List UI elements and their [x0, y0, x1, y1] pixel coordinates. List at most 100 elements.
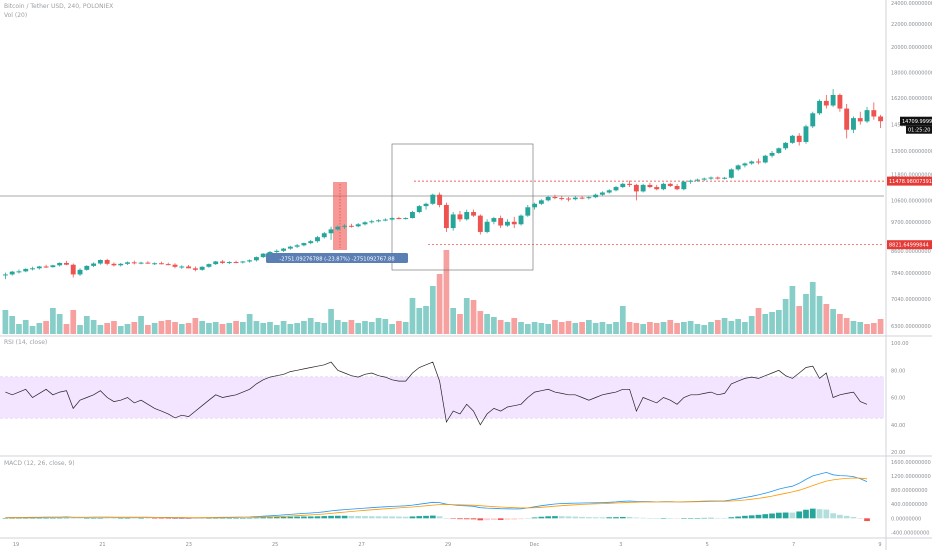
- last-price-tag: [900, 116, 932, 126]
- volume-bar: [572, 323, 579, 334]
- date-tick-label: 27: [358, 542, 364, 548]
- candle-body: [91, 263, 97, 266]
- volume-bar: [436, 274, 443, 334]
- volume-bar: [714, 320, 721, 334]
- volume-bar: [735, 319, 741, 334]
- candle-body: [111, 263, 117, 266]
- macd-histogram-bar: [518, 518, 524, 520]
- macd-histogram-bar: [124, 518, 131, 519]
- rsi-tick-label: 40.00: [891, 423, 905, 429]
- macd-histogram-bar: [701, 517, 708, 519]
- price-tick-label: 9700.00000000: [891, 220, 931, 226]
- legend-symbol[interactable]: Bitcoin / Tether USD, 240, POLONIEX: [4, 3, 114, 10]
- candle-body: [579, 197, 585, 199]
- candle-body: [701, 178, 707, 180]
- macd-histogram-bar: [253, 517, 260, 519]
- volume-bar: [314, 322, 321, 334]
- candle-body: [464, 212, 470, 220]
- macd-histogram-bar: [56, 517, 63, 519]
- rectangle-drawing[interactable]: [391, 143, 534, 271]
- price-tick-label: 22000.00000000: [891, 22, 932, 28]
- candle-body: [450, 214, 456, 229]
- macd-histogram-bar: [823, 509, 830, 519]
- legend-macd[interactable]: MACD (12, 26, close, 9): [4, 460, 75, 467]
- price-tick-label: 16200.00000000: [891, 96, 932, 102]
- volume-bar: [653, 323, 660, 334]
- candle-body: [172, 264, 178, 267]
- candle-body: [864, 110, 870, 122]
- macd-histogram-bar: [368, 516, 375, 519]
- drawing-overlays[interactable]: -2751.09276788 (-23.87%) -2751092767.88: [0, 143, 884, 271]
- macd-histogram-bar: [850, 516, 857, 519]
- candle-body: [681, 181, 687, 190]
- macd-histogram-bar: [396, 516, 402, 519]
- macd-histogram-bar: [409, 516, 416, 519]
- macd-histogram-bar: [735, 516, 741, 519]
- macd-histogram-bar: [443, 518, 450, 519]
- volume-bar: [850, 321, 857, 334]
- price-tick-label: 7840.00000000: [891, 271, 931, 277]
- level-low-tag: [887, 240, 932, 250]
- price-tick-label: 7040.00000000: [891, 297, 931, 303]
- candle-body: [281, 248, 287, 251]
- macd-histogram-bar: [206, 518, 212, 519]
- macd-histogram-bar: [63, 517, 70, 519]
- price-range-measure[interactable]: [333, 182, 347, 250]
- rsi-tick-label: 20.00: [891, 450, 905, 456]
- macd-histogram-bar: [619, 516, 626, 519]
- volume-bar: [748, 316, 755, 334]
- candle-body: [70, 264, 76, 275]
- candle-body: [756, 161, 761, 163]
- volume-bar: [687, 321, 694, 334]
- rsi-line: [5, 361, 868, 426]
- macd-histogram-bar: [77, 518, 83, 519]
- volume-bar: [803, 294, 809, 334]
- macd-histogram-bar: [586, 517, 592, 519]
- volume-bar: [837, 314, 843, 334]
- volume-bar: [233, 321, 239, 334]
- candle-body: [423, 203, 429, 207]
- macd-histogram-bar: [531, 517, 538, 519]
- macd-histogram-bar: [246, 517, 253, 519]
- volume-bar: [864, 324, 870, 334]
- candle-body: [396, 218, 402, 220]
- macd-histogram-bar: [307, 516, 314, 519]
- volume-bar: [307, 318, 314, 334]
- legend-rsi[interactable]: RSI (14, close): [4, 339, 48, 346]
- macd-histogram-bar: [626, 516, 633, 519]
- volume-bar: [423, 306, 429, 334]
- macd-histogram-bar: [111, 518, 117, 519]
- volume-bar: [138, 316, 144, 334]
- volume-bar: [104, 323, 111, 334]
- candle-body: [586, 197, 592, 199]
- candle-body: [64, 262, 69, 265]
- macd-histogram-bar: [497, 518, 504, 520]
- volume-bar: [355, 323, 362, 334]
- macd-histogram-bar: [633, 517, 640, 519]
- volume-bar: [511, 318, 518, 334]
- candle-body: [165, 264, 171, 266]
- macd-histogram-bar: [708, 517, 714, 519]
- volume-bar: [457, 314, 463, 334]
- volume-bar: [857, 322, 864, 334]
- volume-bar: [823, 304, 830, 334]
- candle-body: [647, 184, 653, 188]
- macd-histogram-bar: [131, 518, 138, 519]
- macd-line: [5, 471, 868, 519]
- candle-body: [213, 261, 219, 265]
- macd-histogram-bar: [470, 518, 477, 520]
- candle-body: [30, 268, 35, 270]
- volume-bar: [341, 322, 348, 334]
- measure-label-box: [266, 253, 408, 263]
- volume-bar: [117, 326, 124, 334]
- candle-body: [661, 183, 666, 190]
- measure-label: -2751.09276788 (-23.87%) -2751092767.88: [279, 257, 394, 263]
- macd-histogram-bar: [775, 512, 782, 519]
- candle-body: [294, 245, 300, 247]
- candle-body: [810, 113, 816, 127]
- legend-volume[interactable]: Vol (20): [4, 12, 28, 19]
- volume-bar: [681, 322, 687, 334]
- candle-body: [416, 206, 422, 213]
- candle-body: [43, 266, 49, 268]
